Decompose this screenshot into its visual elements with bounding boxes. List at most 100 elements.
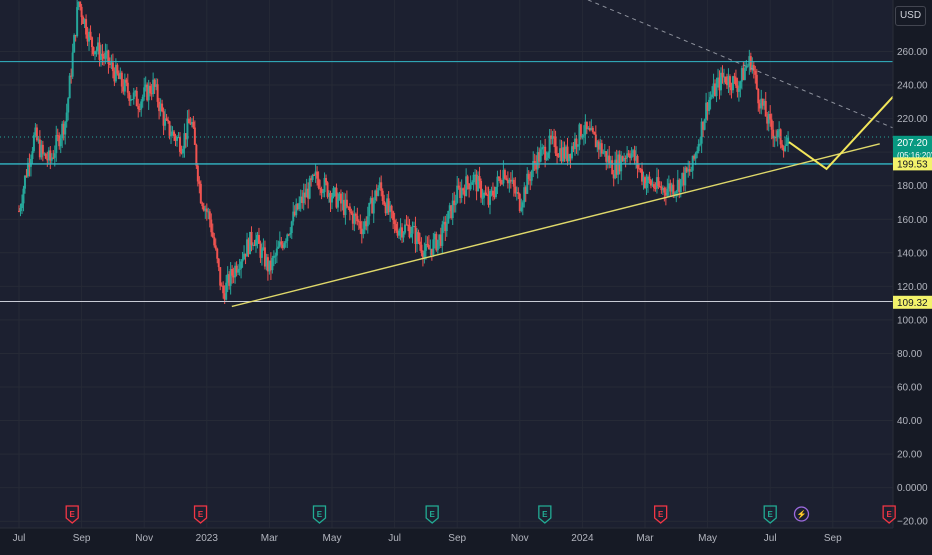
candle-down[interactable] [638, 168, 641, 170]
candle-down[interactable] [122, 86, 125, 92]
event-markers[interactable]: E E E E E E E ⚡ E [65, 505, 896, 524]
candle-down[interactable] [663, 187, 666, 193]
candle-up[interactable] [378, 182, 381, 188]
price-axis-panel[interactable] [893, 0, 932, 550]
candle-down[interactable] [652, 184, 655, 188]
candle-up[interactable] [254, 239, 257, 246]
candle-down[interactable] [184, 133, 187, 140]
candle-down[interactable] [575, 138, 578, 147]
candle-down[interactable] [664, 192, 667, 196]
candle-up[interactable] [114, 64, 117, 82]
candle-up[interactable] [314, 171, 317, 175]
candle-down[interactable] [80, 6, 83, 18]
candle-down[interactable] [594, 134, 597, 148]
candle-up[interactable] [623, 158, 626, 162]
candle-up[interactable] [709, 97, 712, 100]
candle-down[interactable] [550, 135, 553, 139]
candle-down[interactable] [253, 244, 256, 246]
candle-up[interactable] [240, 261, 243, 269]
candle-up[interactable] [88, 31, 91, 42]
candle-down[interactable] [450, 205, 453, 219]
candle-down[interactable] [360, 228, 363, 235]
candle-up[interactable] [541, 147, 544, 150]
candle-down[interactable] [228, 274, 231, 286]
candle-down[interactable] [244, 253, 247, 257]
candle-up[interactable] [104, 52, 107, 59]
candle-down[interactable] [556, 153, 559, 157]
candle-up[interactable] [530, 170, 533, 181]
candle-down[interactable] [113, 71, 116, 82]
candle-up[interactable] [711, 94, 714, 98]
candle-down[interactable] [624, 158, 627, 160]
candle-up[interactable] [451, 200, 454, 219]
candle-down[interactable] [764, 100, 767, 117]
candle-down[interactable] [196, 165, 199, 182]
candle-down[interactable] [475, 174, 478, 192]
candle-up[interactable] [275, 248, 278, 256]
candle-down[interactable] [734, 77, 737, 86]
candle-up[interactable] [584, 121, 587, 135]
candle-down[interactable] [365, 221, 368, 227]
candle-up[interactable] [472, 174, 475, 183]
candle-up[interactable] [469, 184, 472, 190]
candle-down[interactable] [345, 199, 348, 207]
candle-down[interactable] [320, 188, 323, 193]
candle-up[interactable] [494, 186, 497, 198]
candle-down[interactable] [435, 233, 438, 251]
candle-up[interactable] [581, 135, 584, 138]
candle-up[interactable] [274, 255, 277, 257]
candle-down[interactable] [35, 127, 38, 141]
candle-up[interactable] [298, 202, 301, 210]
candle-up[interactable] [341, 199, 344, 204]
candle-down[interactable] [678, 179, 681, 193]
price-axis[interactable]: 260.00240.00220.00200.00180.00160.00140.… [892, 0, 932, 550]
candle-up[interactable] [784, 145, 787, 152]
candle-down[interactable] [611, 160, 614, 175]
candle-up[interactable] [328, 192, 331, 197]
candle-up[interactable] [559, 148, 562, 158]
candle-up[interactable] [411, 226, 414, 234]
candle-down[interactable] [354, 213, 357, 216]
candle-down[interactable] [180, 151, 183, 154]
candle-down[interactable] [316, 171, 319, 179]
candle-down[interactable] [407, 224, 410, 226]
candle-up[interactable] [655, 177, 658, 189]
time-axis[interactable]: Jul Sep Nov 2023 Mar May Jul Sep Nov 2024 Mar May Ju… [0, 527, 893, 550]
candle-down[interactable] [725, 82, 728, 86]
candle-up[interactable] [47, 150, 50, 161]
candle-down[interactable] [497, 176, 500, 179]
candle-down[interactable] [408, 225, 411, 238]
candle-down[interactable] [463, 190, 466, 196]
candle-up[interactable] [277, 246, 280, 249]
candle-up[interactable] [105, 50, 108, 53]
candle-up[interactable] [751, 65, 754, 71]
candle-down[interactable] [219, 267, 222, 286]
candle-down[interactable] [325, 178, 328, 183]
candle-up[interactable] [697, 144, 700, 152]
candle-up[interactable] [322, 192, 325, 194]
candle-down[interactable] [266, 257, 269, 272]
candle-down[interactable] [512, 179, 515, 187]
candle-up[interactable] [302, 192, 305, 204]
candle-up[interactable] [785, 144, 788, 146]
candle-down[interactable] [672, 184, 675, 195]
candle-up[interactable] [694, 153, 697, 159]
candle-down[interactable] [359, 221, 362, 229]
candle-up[interactable] [190, 121, 193, 125]
candle-up[interactable] [642, 177, 645, 182]
candle-down[interactable] [629, 155, 632, 159]
candle-up[interactable] [265, 257, 268, 267]
candle-up[interactable] [22, 188, 25, 204]
candle-down[interactable] [156, 84, 159, 102]
candle-down[interactable] [755, 74, 758, 89]
candle-down[interactable] [301, 196, 304, 204]
candle-down[interactable] [116, 64, 119, 74]
candle-down[interactable] [724, 76, 727, 83]
candle-down[interactable] [736, 85, 739, 92]
candle-down[interactable] [728, 76, 731, 88]
candle-down[interactable] [146, 84, 149, 101]
candle-down[interactable] [70, 75, 73, 77]
candle-down[interactable] [82, 17, 85, 24]
candle-up[interactable] [429, 248, 432, 250]
